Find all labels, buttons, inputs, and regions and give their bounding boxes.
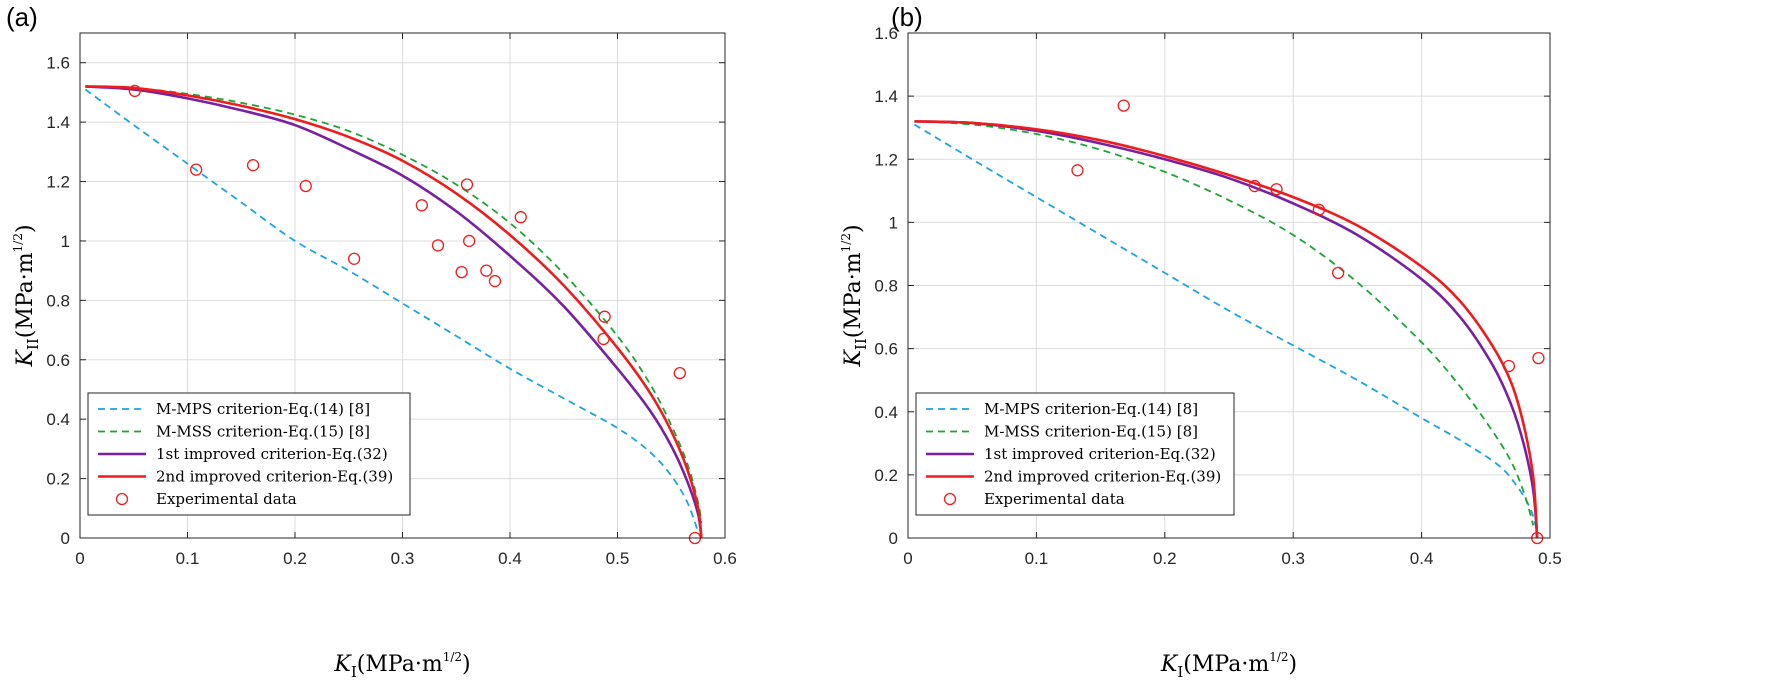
experimental-point xyxy=(246,159,260,172)
series-line-mmss xyxy=(914,120,1535,526)
x-axis-label: KI(MPa·m1/2) xyxy=(1160,650,1297,681)
experimental-point xyxy=(128,84,141,98)
legend: M-MPS criterion-Eq.(14) [8] M-MSS criteri… xyxy=(915,392,1235,516)
x-tick-label: 0.5 xyxy=(1538,549,1562,568)
series-line-mmps xyxy=(913,123,1539,532)
legend-label: 1st improved criterion-Eq.(32) xyxy=(156,445,388,463)
experimental-point xyxy=(1270,183,1283,196)
y-tick-label: 0 xyxy=(889,529,898,548)
experimental-point xyxy=(455,265,468,279)
ticks: 0 0.1 0.2 0.3 0.4 0.5 0.6 0 0.2 0.4 0.6 0.8 1 1.2 1.4 1… xyxy=(46,33,737,568)
experimental-point xyxy=(514,211,527,224)
x-tick-label: 0.6 xyxy=(713,549,737,568)
legend-label: 2nd improved criterion-Eq.(39) xyxy=(156,468,393,486)
legend-label: 2nd improved criterion-Eq.(39) xyxy=(984,468,1221,486)
legend-label: Experimental data xyxy=(156,490,297,508)
experimental-point xyxy=(431,239,445,252)
y-tick-label: 1.4 xyxy=(46,113,70,132)
chart-a: 0 0.1 0.2 0.3 0.4 0.5 0.6 0 0.2 0.4 0.6 0.8 1 1.2 1.4 1… xyxy=(11,32,737,681)
svg-text:KII(MPa·m1/2): KII(MPa·m1/2) xyxy=(839,224,870,367)
y-tick-label: 0 xyxy=(61,529,70,548)
series-line-second xyxy=(914,120,1539,539)
experimental-point xyxy=(1071,164,1084,177)
legend-marker xyxy=(115,492,129,506)
y-tick-label: 0.8 xyxy=(46,291,70,310)
y-tick-label: 0.6 xyxy=(874,340,898,359)
y-tick-label: 1 xyxy=(889,213,898,232)
x-tick-label: 0.2 xyxy=(1153,549,1177,568)
y-tick-label: 1.2 xyxy=(46,173,70,192)
legend-label: Experimental data xyxy=(984,490,1125,508)
series-line-second xyxy=(85,85,703,539)
x-tick-label: 0.3 xyxy=(391,549,415,568)
y-tick-label: 1.2 xyxy=(874,150,898,169)
x-tick-label: 0.5 xyxy=(606,549,630,568)
panel-b: (b) 0 0.1 0.2 0.3 0.4 0.5 0 0.2 0.4 0.6 0.8 1 1.2 1.4… xyxy=(839,0,1772,687)
experimental-point xyxy=(598,310,611,323)
experimental-point xyxy=(415,199,429,212)
y-tick-label: 0.2 xyxy=(874,466,898,485)
x-tick-label: 0.1 xyxy=(1025,549,1049,568)
panel-a: (a) 0 0.1 0.2 0.3 0.4 0.5 0.6 0 0.2 0.4 0.6 0.8 1 1.2… xyxy=(0,0,880,687)
x-tick-label: 0 xyxy=(75,549,84,568)
y-tick-label: 0.6 xyxy=(46,351,70,370)
experimental-point xyxy=(1248,179,1261,193)
y-tick-label: 1 xyxy=(61,232,70,251)
experimental-point xyxy=(347,252,361,265)
experimental-point xyxy=(1312,203,1326,216)
y-tick-label: 1.6 xyxy=(46,54,70,73)
y-tick-label: 0.8 xyxy=(874,277,898,296)
experimental-point xyxy=(597,332,610,346)
experimental-point xyxy=(1331,266,1345,280)
legend-marker xyxy=(943,492,957,506)
experimental-point xyxy=(488,274,502,288)
experimental-point xyxy=(189,163,203,176)
series-experimental-data xyxy=(128,84,702,545)
experimental-point xyxy=(1532,351,1545,365)
x-tick-label: 0.4 xyxy=(1410,549,1434,568)
legend-label: M-MSS criterion-Eq.(15) [8] xyxy=(984,423,1198,441)
y-tick-label: 0.2 xyxy=(46,470,70,489)
x-tick-label: 0.1 xyxy=(176,549,200,568)
panel-label-a: (a) xyxy=(6,2,38,32)
experimental-point xyxy=(480,264,493,277)
experimental-point xyxy=(1502,359,1516,373)
ticks: 0 0.1 0.2 0.3 0.4 0.5 0 0.2 0.4 0.6 0.8 1 1.2 1.4 1.6 xyxy=(874,24,1561,568)
x-axis-label: KI(MPa·m1/2) xyxy=(333,650,470,681)
svg-text:KI(MPa·m1/2): KI(MPa·m1/2) xyxy=(333,650,470,681)
experimental-point xyxy=(299,179,312,193)
y-tick-label: 1.6 xyxy=(874,24,898,43)
experimental-point xyxy=(462,234,476,248)
y-tick-label: 0.4 xyxy=(874,403,898,422)
legend-label: M-MSS criterion-Eq.(15) [8] xyxy=(156,423,370,441)
svg-text:KI(MPa·m1/2): KI(MPa·m1/2) xyxy=(1160,650,1297,681)
panel-label-b: (b) xyxy=(891,2,923,32)
series-line-first xyxy=(85,85,703,539)
y-axis-label: KII(MPa·m1/2) xyxy=(839,224,870,367)
x-tick-label: 0.3 xyxy=(1281,549,1305,568)
x-tick-label: 0 xyxy=(903,549,912,568)
x-tick-label: 0.4 xyxy=(498,549,522,568)
y-axis-label: KII(MPa·m1/2) xyxy=(11,224,42,367)
x-tick-label: 0.2 xyxy=(283,549,307,568)
legend-label: M-MPS criterion-Eq.(14) [8] xyxy=(984,400,1198,418)
legend: M-MPS criterion-Eq.(14) [8] M-MSS criteri… xyxy=(87,392,411,516)
chart-b: 0 0.1 0.2 0.3 0.4 0.5 0 0.2 0.4 0.6 0.8 1 1.2 1.4 1.6 K… xyxy=(839,24,1562,681)
series-line-first xyxy=(914,120,1539,539)
experimental-point xyxy=(673,366,686,380)
experimental-point xyxy=(460,178,474,191)
svg-text:KII(MPa·m1/2): KII(MPa·m1/2) xyxy=(11,224,42,367)
y-tick-label: 1.4 xyxy=(874,87,898,106)
series-line-mmss xyxy=(85,85,703,524)
legend-label: 1st improved criterion-Eq.(32) xyxy=(984,445,1216,463)
legend-label: M-MPS criterion-Eq.(14) [8] xyxy=(156,400,370,418)
experimental-point xyxy=(1117,99,1130,112)
y-tick-label: 0.4 xyxy=(46,410,70,429)
